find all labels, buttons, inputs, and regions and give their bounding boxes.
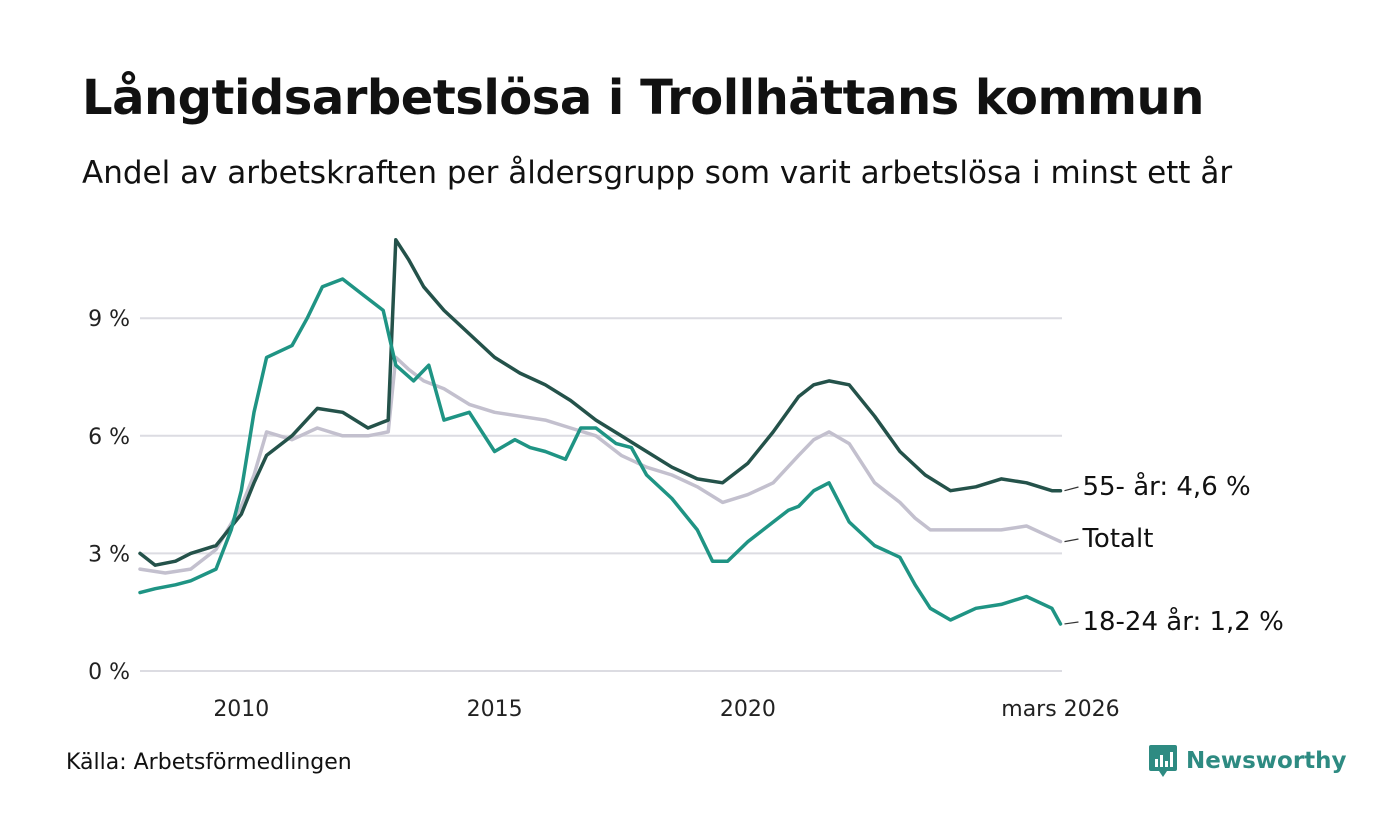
y-tick-label: 6 % [88, 425, 130, 450]
brand-logo: Newsworthy [1148, 743, 1347, 779]
y-tick-label: 9 % [88, 307, 130, 332]
series-end-label: Totalt [1081, 524, 1153, 554]
series-line-2 [138, 277, 1063, 626]
chart-title: Långtidsarbetslösa i Trollhättans kommun [82, 70, 1204, 126]
source-note: Källa: Arbetsförmedlingen [66, 750, 352, 775]
x-tick-label: 2020 [720, 697, 776, 722]
label-connector [1064, 486, 1079, 492]
series-end-labels: 55- år: 4,6 % Totalt 18-24 år: 1,2 % [1064, 471, 1284, 637]
series-line-0 [138, 355, 1063, 575]
brand-name: Newsworthy [1186, 748, 1347, 774]
newsworthy-logo-icon [1149, 745, 1177, 777]
series-end-label: 18-24 år: 1,2 % [1082, 606, 1283, 637]
y-tick-label: 3 % [88, 542, 130, 567]
label-connector [1064, 538, 1079, 543]
gridlines [140, 317, 1062, 672]
x-tick-label: 2015 [467, 697, 523, 722]
series-line-1 [138, 238, 1063, 567]
x-axis-labels: 2010 2015 2020 mars 2026 [213, 697, 1119, 722]
chart-subtitle: Andel av arbetskraften per åldersgrupp s… [82, 155, 1233, 191]
y-axis-labels: 0 % 3 % 6 % 9 % [88, 307, 130, 685]
x-tick-label: mars 2026 [1001, 697, 1119, 722]
series-end-label: 55- år: 4,6 % [1082, 471, 1250, 502]
y-tick-label: 0 % [88, 660, 130, 685]
series-lines [138, 238, 1063, 626]
x-tick-label: 2010 [213, 697, 269, 722]
label-connector [1064, 621, 1079, 625]
